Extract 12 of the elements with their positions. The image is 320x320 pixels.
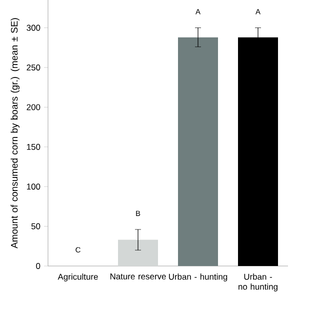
x-tick-label: Urban - no hunting [238,274,278,292]
x-tick-label: Nature reserve [110,274,166,280]
x-tick-label: Agriculture [58,274,98,282]
y-tick-label: 200 [26,104,40,110]
y-tick-label: 300 [26,24,40,31]
x-tick-label: Urban - hunting [169,274,228,282]
y-axis-title: Amount of consumed corn by boars (gr.) (mean ± SE) [10,18,20,248]
y-tick-label: 100 [26,184,40,190]
y-tick-label: 150 [26,144,40,150]
y-tick-label: 50 [31,223,40,230]
y-tick-label: 250 [26,64,40,70]
y-tick-label: 0 [36,263,40,269]
